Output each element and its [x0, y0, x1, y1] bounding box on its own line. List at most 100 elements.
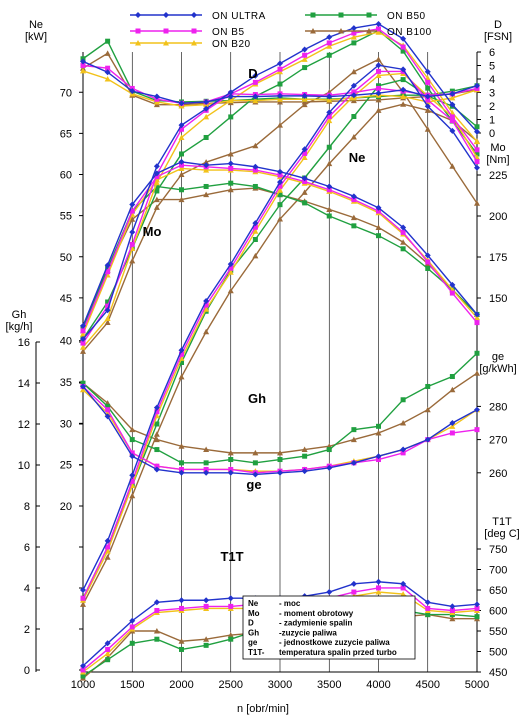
data-point [449, 603, 456, 610]
data-point [375, 224, 382, 230]
data-point [153, 196, 160, 203]
data-point [351, 427, 357, 433]
data-point [449, 94, 456, 101]
data-point [252, 471, 259, 478]
y-tick-label: 280 [489, 401, 507, 413]
data-point [326, 93, 333, 100]
data-point [105, 269, 111, 275]
data-point [129, 617, 136, 624]
data-point [203, 469, 210, 476]
data-point [153, 599, 160, 606]
data-point [227, 595, 234, 602]
curve-label-D: D [248, 66, 257, 81]
y-tick-label: 260 [489, 468, 507, 480]
y-tick-label: 16 [18, 337, 30, 349]
data-point [474, 406, 480, 413]
data-point [80, 331, 86, 337]
data-point [129, 229, 136, 236]
data-point [227, 449, 234, 456]
data-point [129, 257, 136, 264]
data-point [350, 68, 357, 75]
data-point [326, 187, 332, 193]
data-point [252, 72, 259, 79]
legend-entry: ON B50 [305, 11, 425, 22]
data-point [163, 40, 169, 46]
y-tick-label: 4 [489, 74, 495, 86]
data-point [227, 469, 234, 476]
axis-title-Ne: Ne [29, 19, 43, 31]
data-point [163, 12, 169, 18]
data-point [350, 193, 357, 200]
data-point [80, 383, 86, 390]
data-point [400, 93, 407, 100]
data-point [326, 43, 333, 49]
data-point [154, 188, 160, 194]
data-point [424, 436, 431, 443]
y-tick-label: 0 [24, 665, 30, 677]
data-point [350, 25, 357, 32]
data-point [179, 460, 184, 466]
data-point [129, 201, 136, 208]
data-point [104, 262, 111, 269]
data-point [277, 457, 283, 463]
y-tick-label: 35 [60, 377, 72, 389]
y-tick-label: 450 [489, 667, 507, 679]
data-point [129, 478, 135, 484]
data-point [351, 89, 357, 95]
data-point [129, 426, 136, 433]
data-point [301, 46, 308, 53]
data-point [178, 373, 185, 380]
curve-label-T1T: T1T [220, 549, 243, 564]
data-point [154, 421, 160, 427]
axis-title-D: D [494, 19, 502, 31]
data-point [277, 179, 283, 186]
y-tick-label: 50 [60, 252, 72, 264]
legend-entry: ON B100 [305, 27, 431, 38]
annotation-key: Gh [248, 628, 259, 637]
data-point [425, 85, 431, 91]
data-point [203, 603, 209, 609]
data-point [326, 464, 333, 471]
data-point [424, 599, 431, 606]
data-point [178, 134, 185, 140]
data-point [105, 303, 111, 309]
data-point [105, 407, 111, 413]
data-point [301, 468, 308, 475]
data-point [105, 299, 111, 305]
data-point [425, 605, 431, 611]
data-point [203, 642, 209, 648]
data-point [104, 319, 111, 326]
data-point [178, 347, 185, 354]
data-point [424, 126, 431, 132]
data-point [350, 92, 357, 99]
data-point [153, 204, 160, 210]
data-point [178, 469, 185, 476]
data-point [351, 223, 357, 229]
data-point [326, 213, 332, 219]
data-point [474, 605, 480, 611]
data-point [326, 447, 332, 453]
data-point [351, 114, 357, 119]
data-point [104, 69, 111, 76]
data-point [350, 459, 357, 466]
data-point [449, 386, 456, 393]
data-point [277, 192, 283, 198]
data-point [474, 164, 480, 171]
data-point [474, 601, 480, 608]
data-point [178, 196, 185, 203]
data-point [350, 436, 357, 443]
data-point [425, 79, 431, 85]
data-point [80, 662, 86, 669]
data-point [310, 12, 316, 18]
curve-label-Mo: Mo [143, 224, 162, 239]
data-point [400, 585, 406, 591]
data-point [277, 60, 283, 67]
data-point [154, 636, 160, 642]
curve-label-ge: ge [246, 477, 261, 492]
grid [82, 52, 478, 672]
data-point [277, 469, 283, 476]
data-point [474, 320, 480, 326]
data-point [252, 460, 258, 466]
annotation-box: Ne - moc Mo - moment obrotowy D - zadymienie … [242, 595, 416, 660]
